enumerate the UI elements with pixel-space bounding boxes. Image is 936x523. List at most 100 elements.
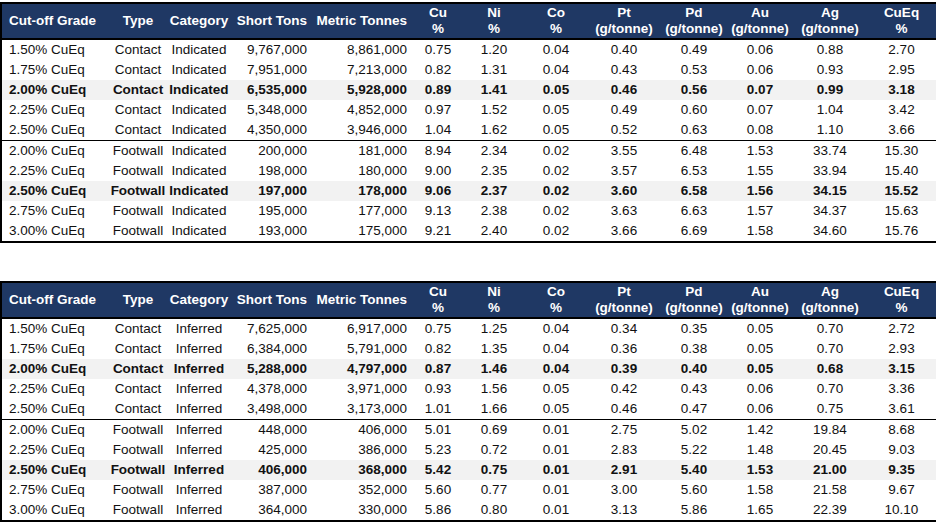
column-header-ag-g-tonne: Ag(g/tonne) (793, 3, 867, 39)
table-cell: 1.10 (793, 120, 867, 141)
table-cell: 5.01 (413, 420, 463, 441)
table-cell: Inferred (167, 440, 231, 460)
table-cell: 7,951,000 (231, 60, 313, 80)
table-cell: 15.40 (867, 161, 936, 181)
table-cell: 2.35 (463, 161, 525, 181)
table-cell: 0.06 (727, 39, 793, 60)
column-header-pt-g-tonne: Pt(g/tonne) (587, 282, 661, 318)
column-header-line: (g/tonne) (661, 21, 727, 37)
table-cell: Contact (109, 60, 167, 80)
column-header-cut-off-grade: Cut-off Grade (1, 282, 109, 318)
table-cell: 5.42 (413, 460, 463, 480)
table-cell: Contact (109, 339, 167, 359)
table-cell: 330,000 (313, 500, 413, 521)
column-header-line: Category (167, 13, 231, 29)
table-cell: Contact (109, 359, 167, 379)
table-cell: 2.50% CuEq (1, 181, 109, 201)
table-cell: 2.25% CuEq (1, 100, 109, 120)
column-header-line: % (525, 300, 587, 316)
table-cell: 0.49 (661, 39, 727, 60)
table-cell: 0.08 (727, 120, 793, 141)
table-cell: 1.57 (727, 201, 793, 221)
table-cell: 8.94 (413, 141, 463, 162)
table-cell: 5.02 (661, 420, 727, 441)
table-cell: 0.70 (793, 379, 867, 399)
table-row: 2.00% CuEqFootwallInferred448,000406,000… (1, 420, 936, 441)
page: Cut-off GradeTypeCategoryShort TonsMetri… (0, 2, 936, 522)
table-row: 2.25% CuEqFootwallInferred425,000386,000… (1, 440, 936, 460)
table-cell: Contact (109, 120, 167, 141)
column-header-metric-tonnes: Metric Tonnes (313, 282, 413, 318)
table-cell: 0.04 (525, 359, 587, 379)
table-cell: 0.75 (413, 39, 463, 60)
column-header-line: Cut-off Grade (9, 292, 109, 308)
table-cell: Indicated (167, 39, 231, 60)
table-cell: 0.75 (793, 399, 867, 420)
table-cell: Inferred (167, 339, 231, 359)
table-cell: 2.25% CuEq (1, 379, 109, 399)
table-cell: 9.06 (413, 181, 463, 201)
table-cell: 0.07 (727, 100, 793, 120)
table-cell: 15.76 (867, 221, 936, 242)
column-header-line: % (413, 21, 463, 37)
table-cell: 0.05 (525, 379, 587, 399)
table-cell: 364,000 (231, 500, 313, 521)
table-row: 2.50% CuEqContactIndicated4,350,0003,946… (1, 120, 936, 141)
table-cell: 1.46 (463, 359, 525, 379)
column-header-line: Type (109, 292, 167, 308)
table-cell: 0.07 (727, 80, 793, 100)
column-header-line: Cu (413, 284, 463, 300)
column-header-line: (g/tonne) (661, 300, 727, 316)
table-cell: 4,852,000 (313, 100, 413, 120)
table-cell: 9.35 (867, 460, 936, 480)
table-cell: 177,000 (313, 201, 413, 221)
column-header-line: Metric Tonnes (313, 13, 407, 29)
column-header-line: Ag (793, 284, 867, 300)
table-cell: 6,535,000 (231, 80, 313, 100)
column-header-line: Co (525, 5, 587, 21)
table-cell: 0.38 (661, 339, 727, 359)
table-cell: 9.03 (867, 440, 936, 460)
column-header-line: Pd (661, 5, 727, 21)
table-cell: 1.20 (463, 39, 525, 60)
table-cell: 0.01 (525, 460, 587, 480)
table-cell: Footwall (109, 500, 167, 521)
header-row: Cut-off GradeTypeCategoryShort TonsMetri… (1, 282, 936, 318)
table-cell: 1.58 (727, 221, 793, 242)
column-header-category: Category (167, 3, 231, 39)
table-cell: 0.87 (413, 359, 463, 379)
table-cell: 1.41 (463, 80, 525, 100)
table-cell: 2.00% CuEq (1, 359, 109, 379)
table-cell: 3,498,000 (231, 399, 313, 420)
table-cell: 0.70 (793, 339, 867, 359)
column-header-line: % (525, 21, 587, 37)
table-cell: 3.42 (867, 100, 936, 120)
table-cell: 1.48 (727, 440, 793, 460)
column-header-line: Ni (463, 5, 525, 21)
column-header-ni: Ni% (463, 3, 525, 39)
table-cell: 5,348,000 (231, 100, 313, 120)
table-cell: Inferred (167, 359, 231, 379)
table-cell: 6.53 (661, 161, 727, 181)
column-header-line: (g/tonne) (793, 300, 867, 316)
table-cell: 2.25% CuEq (1, 440, 109, 460)
table-cell: 0.01 (525, 420, 587, 441)
table-row: 2.00% CuEqContactInferred5,288,0004,797,… (1, 359, 936, 379)
column-header-type: Type (109, 3, 167, 39)
table-cell: 1.66 (463, 399, 525, 420)
table-cell: Indicated (167, 141, 231, 162)
column-header-pd-g-tonne: Pd(g/tonne) (661, 282, 727, 318)
table-cell: 3.57 (587, 161, 661, 181)
table-cell: 1.25 (463, 318, 525, 339)
column-header-line: Short Tons (231, 292, 307, 308)
table-cell: 3.00% CuEq (1, 500, 109, 521)
table-cell: 0.56 (661, 80, 727, 100)
table-cell: 198,000 (231, 161, 313, 181)
column-header-ni: Ni% (463, 282, 525, 318)
column-header-line: % (867, 21, 936, 37)
table-cell: 0.06 (727, 60, 793, 80)
table-cell: 0.06 (727, 379, 793, 399)
table-cell: 406,000 (231, 460, 313, 480)
table-cell: Contact (109, 399, 167, 420)
table-cell: 0.05 (525, 120, 587, 141)
